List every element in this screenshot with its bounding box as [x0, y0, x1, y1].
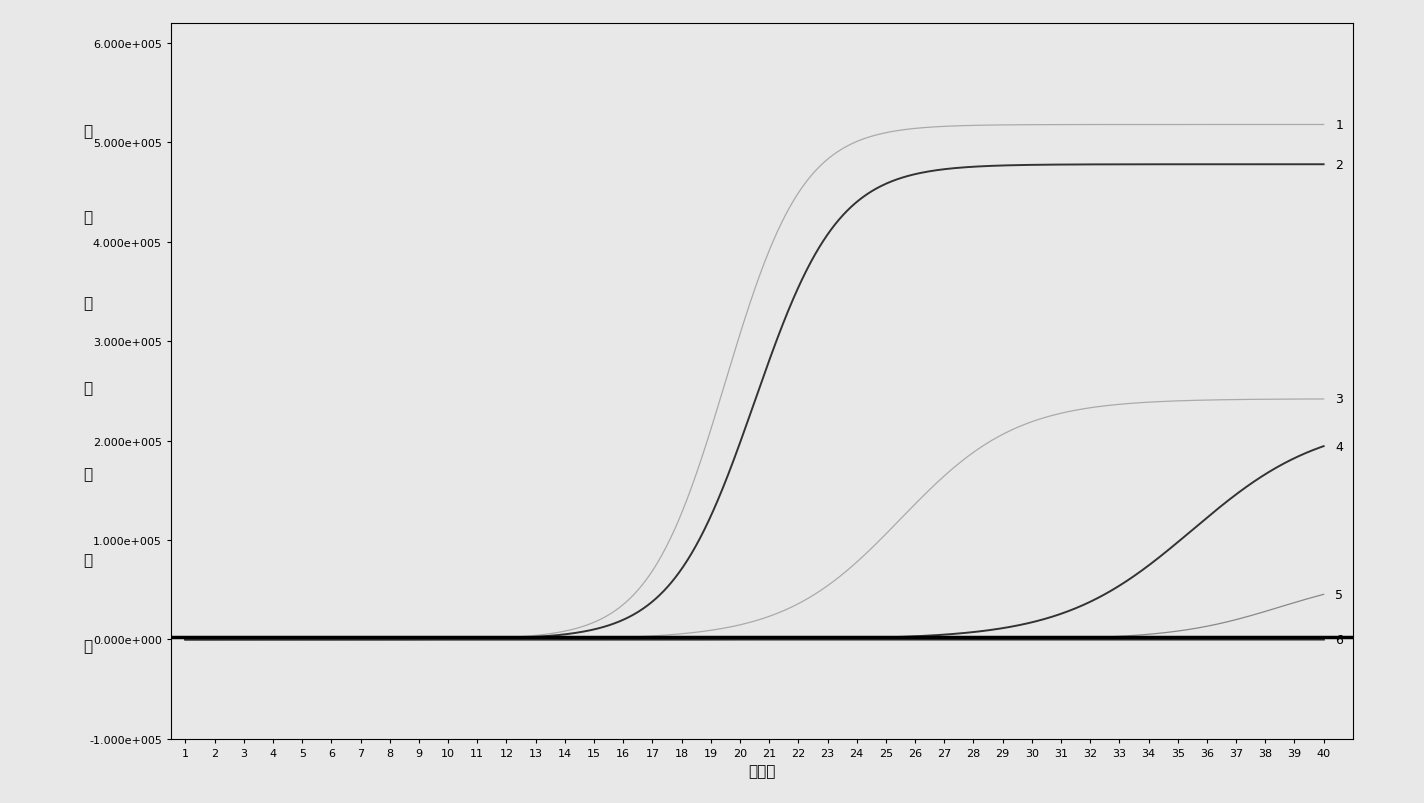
Text: 强: 强: [84, 552, 93, 568]
Text: 度: 度: [84, 638, 93, 654]
Text: 2: 2: [1336, 158, 1343, 172]
Text: 正: 正: [84, 210, 93, 225]
Text: 荧: 荧: [84, 381, 93, 396]
Text: 6: 6: [1336, 633, 1343, 646]
Text: 光: 光: [84, 467, 93, 482]
Text: 较: 较: [84, 124, 93, 139]
X-axis label: 循环数: 循环数: [748, 764, 776, 778]
Text: 后: 后: [84, 296, 93, 310]
Text: 3: 3: [1336, 393, 1343, 406]
Text: 5: 5: [1336, 588, 1343, 601]
Text: 4: 4: [1336, 440, 1343, 453]
Text: 1: 1: [1336, 119, 1343, 132]
